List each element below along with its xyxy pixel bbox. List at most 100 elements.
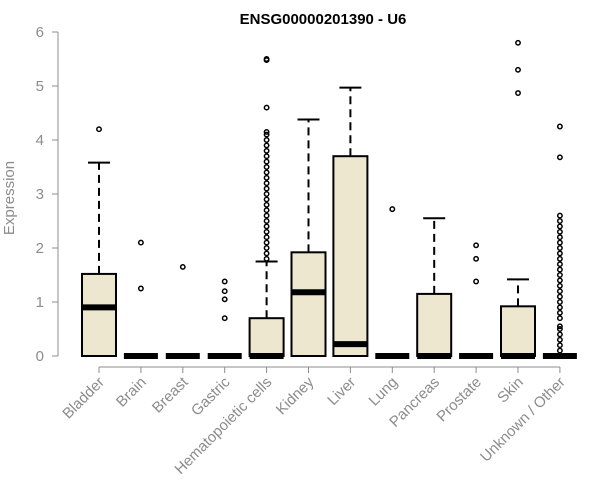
box-series <box>81 39 577 359</box>
outlier-point <box>556 293 563 300</box>
outlier-point <box>556 288 563 295</box>
box-group <box>459 242 494 359</box>
outlier-point <box>263 245 270 251</box>
outlier-point <box>263 239 270 246</box>
outlier-point <box>263 128 270 135</box>
outlier-point <box>556 239 563 246</box>
outlier-point <box>515 66 521 73</box>
outlier-point <box>556 347 563 354</box>
outlier-point <box>556 304 563 311</box>
outlier-point <box>515 39 521 46</box>
outlier-point <box>556 212 563 219</box>
outlier-point <box>221 296 228 303</box>
outlier-point <box>263 223 270 230</box>
outlier-point <box>556 277 563 284</box>
outlier-point <box>137 285 144 292</box>
box-group <box>165 263 200 359</box>
y-tick-label: 4 <box>36 132 44 149</box>
outlier-point <box>263 169 270 176</box>
outlier-point <box>556 261 563 268</box>
x-tick-label: Kidney <box>273 373 318 418</box>
outlier-point <box>263 147 270 154</box>
outlier-point <box>556 323 563 330</box>
outlier-point <box>556 326 563 332</box>
x-tick-label: Bladder <box>59 374 108 423</box>
outlier-point <box>263 153 270 160</box>
outlier-point <box>389 206 396 213</box>
box <box>248 317 285 358</box>
x-tick-label: Breast <box>149 373 192 416</box>
outlier-point <box>263 212 270 219</box>
y-tick-label: 5 <box>36 78 44 95</box>
outlier-point <box>263 56 270 62</box>
y-axis-label: Expression <box>1 161 18 235</box>
box-group <box>332 86 369 357</box>
x-tick-label: Skin <box>494 374 527 407</box>
outlier-point <box>263 104 270 111</box>
box-group <box>207 278 242 359</box>
y-tick-label: 3 <box>36 186 44 203</box>
outlier-point <box>263 158 270 165</box>
outlier-point <box>556 336 563 343</box>
outlier-point <box>473 255 480 262</box>
box-group <box>542 123 577 359</box>
outlier-point <box>556 255 563 262</box>
box-group <box>416 217 453 359</box>
y-tick-label: 2 <box>36 240 44 257</box>
outlier-point <box>263 164 270 170</box>
outlier-point <box>556 245 563 251</box>
box <box>290 251 327 358</box>
box <box>500 305 536 358</box>
outlier-point <box>221 315 228 322</box>
x-tick-label: Prostate <box>433 374 485 426</box>
x-tick-label: Liver <box>324 374 359 409</box>
outlier-point <box>263 137 270 143</box>
box-group <box>375 206 410 359</box>
box-group <box>500 39 536 359</box>
outlier-point <box>179 263 186 270</box>
outlier-point <box>263 185 270 192</box>
outlier-point <box>556 315 563 322</box>
outlier-point <box>263 142 270 149</box>
outlier-point <box>263 131 270 138</box>
box-group <box>290 118 327 358</box>
outlier-point <box>137 239 144 246</box>
outlier-point <box>221 278 228 285</box>
outlier-point <box>263 191 270 197</box>
box-group <box>123 239 158 359</box>
outlier-point <box>556 228 563 235</box>
outlier-point <box>263 174 270 181</box>
x-tick-label: Lung <box>366 374 402 410</box>
y-axis: 0 1 2 3 4 5 6 <box>36 24 59 365</box>
outlier-point <box>263 228 270 235</box>
y-tick-label: 6 <box>36 24 44 41</box>
outlier-point <box>473 278 480 285</box>
outlier-point <box>556 218 563 224</box>
outlier-point <box>515 90 521 96</box>
outlier-point <box>556 223 563 230</box>
outlier-point <box>263 180 270 187</box>
chart-title: ENSG00000201390 - U6 <box>240 11 407 28</box>
outlier-point <box>556 272 563 278</box>
outlier-point <box>556 154 563 161</box>
y-tick-label: 0 <box>36 348 44 365</box>
outlier-point <box>556 299 563 305</box>
outlier-point <box>263 207 270 214</box>
box <box>332 155 369 357</box>
outlier-point <box>263 255 270 262</box>
box-group <box>81 126 117 358</box>
outlier-point <box>96 126 102 133</box>
outlier-point <box>556 266 563 273</box>
outlier-point <box>263 201 270 208</box>
outlier-point <box>556 234 563 241</box>
outlier-point <box>221 288 228 295</box>
outlier-point <box>556 282 563 289</box>
x-tick-label: Brain <box>113 374 150 411</box>
outlier-point <box>556 342 563 349</box>
outlier-point <box>263 250 270 257</box>
outlier-point <box>556 309 563 316</box>
outlier-point <box>556 123 563 130</box>
outlier-point <box>263 234 270 241</box>
